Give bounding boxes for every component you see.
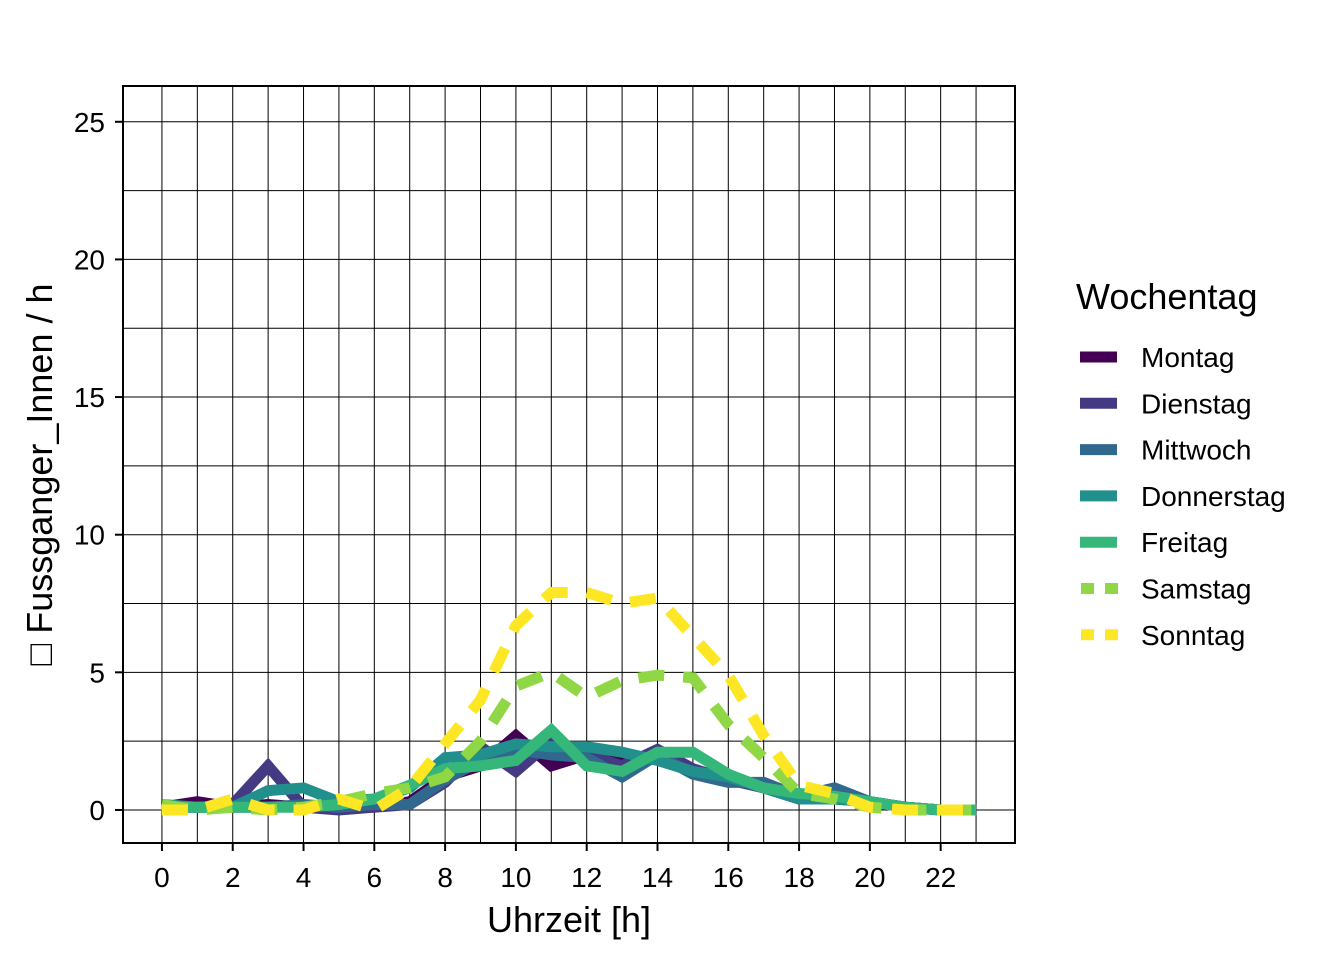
series-lines [161, 587, 977, 817]
y-axis: 0 5 10 15 20 25 [74, 107, 123, 826]
y-tick-label: 5 [89, 657, 105, 688]
x-tick-label: 8 [437, 862, 453, 893]
legend-label-donnerstag: Donnerstag [1141, 481, 1286, 512]
x-tick-label: 4 [296, 862, 312, 893]
y-tick-label: 15 [74, 382, 105, 413]
legend-title: Wochentag [1076, 276, 1257, 317]
y-tick-label: 10 [74, 520, 105, 551]
x-tick-label: 2 [225, 862, 241, 893]
x-tick-label: 10 [500, 862, 531, 893]
legend-label-montag: Montag [1141, 342, 1234, 373]
x-tick-label: 22 [925, 862, 956, 893]
y-tick-label: 25 [74, 107, 105, 138]
y-axis-title-text: Fussganger_Innen / h [19, 284, 60, 634]
plot-panel-border [122, 85, 1016, 844]
x-tick-label: 16 [713, 862, 744, 893]
x-tick-label: 12 [571, 862, 602, 893]
legend-label-mittwoch: Mittwoch [1141, 435, 1251, 466]
y-axis-title-glyph: □ [19, 644, 60, 666]
y-tick-label: 0 [89, 795, 105, 826]
series-line-sonntag [161, 587, 977, 817]
legend-label-dienstag: Dienstag [1141, 388, 1252, 419]
x-axis-title: Uhrzeit [h] [487, 899, 651, 940]
x-tick-label: 18 [784, 862, 815, 893]
legend-label-freitag: Freitag [1141, 527, 1228, 558]
x-tick-label: 0 [154, 862, 170, 893]
grid-lines [123, 86, 1015, 843]
legend-label-sonntag: Sonntag [1141, 620, 1245, 651]
x-tick-label: 6 [367, 862, 383, 893]
y-tick-label: 20 [74, 244, 105, 275]
legend-label-samstag: Samstag [1141, 574, 1252, 605]
x-axis: 0 2 4 6 8 10 12 14 16 18 20 22 [154, 843, 956, 893]
y-axis-title: □ Fussganger_Innen / h [19, 284, 60, 666]
legend: Wochentag Montag Dienstag Mittwoch Donnerst… [1076, 276, 1286, 651]
x-tick-label: 20 [854, 862, 885, 893]
x-tick-label: 14 [642, 862, 673, 893]
y-axis-title-group: □ Fussganger_Innen / h [19, 284, 60, 666]
